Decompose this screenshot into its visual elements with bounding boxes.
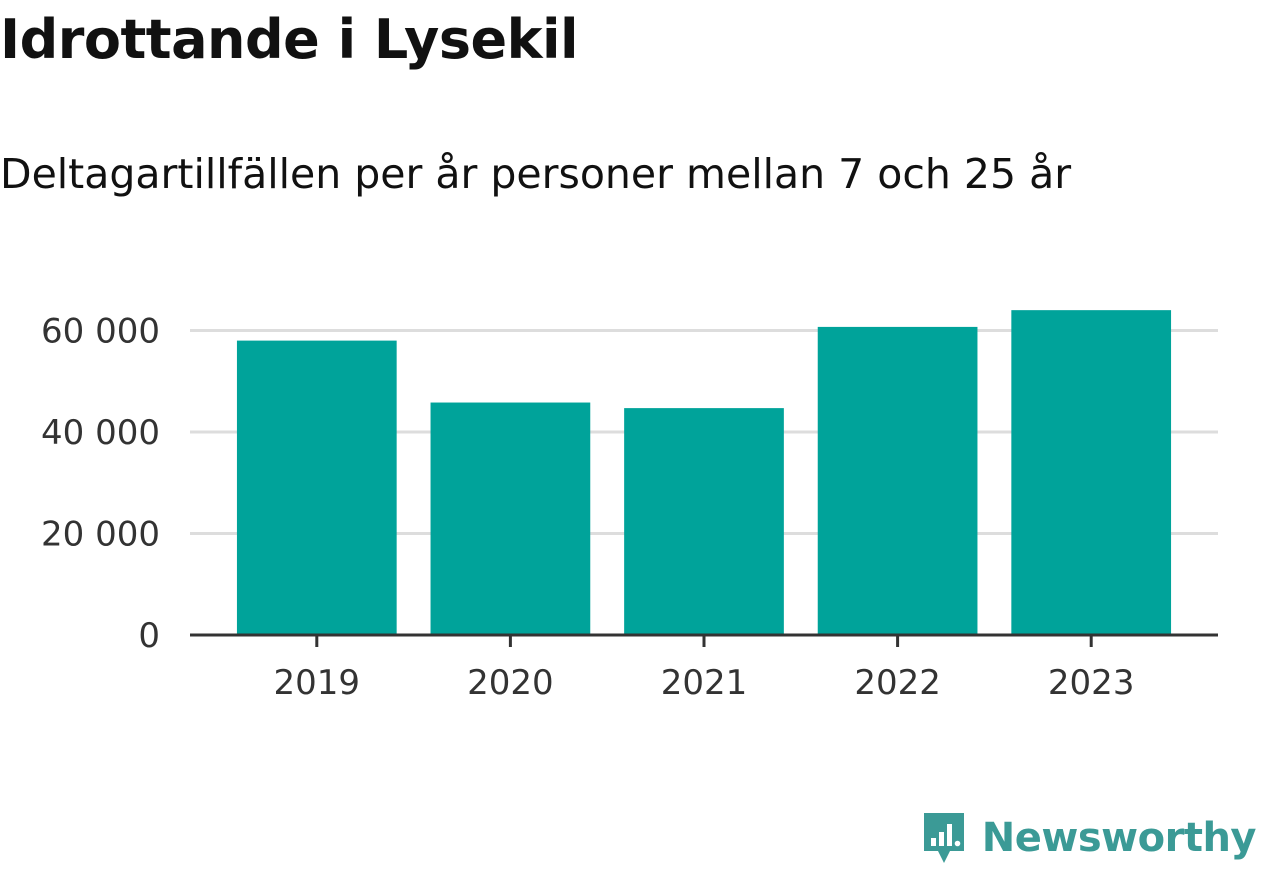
bar-2022	[817, 326, 978, 635]
y-tick-label: 60 000	[41, 311, 160, 351]
x-tick-label: 2019	[274, 663, 361, 703]
x-tick-label: 2023	[1048, 663, 1135, 703]
brand-name: Newsworthy	[981, 815, 1257, 861]
y-tick-label: 40 000	[41, 413, 160, 453]
newsworthy-logo-icon	[923, 813, 964, 863]
chart-subtitle: Deltagartillfällen per år personer mella…	[0, 150, 1072, 198]
bar-2019	[236, 340, 397, 635]
y-tick-label: 20 000	[41, 514, 160, 554]
x-tick-label: 2020	[467, 663, 554, 703]
x-tick-label: 2021	[661, 663, 748, 703]
y-tick-label: 0	[138, 616, 160, 656]
chart-title: Idrottande i Lysekil	[0, 8, 579, 71]
bar-2020	[430, 402, 591, 635]
brand-logo: Newsworthy	[920, 809, 1257, 867]
bar-2021	[624, 408, 784, 635]
x-tick-label: 2022	[854, 663, 941, 703]
bar-2023	[1011, 310, 1172, 635]
